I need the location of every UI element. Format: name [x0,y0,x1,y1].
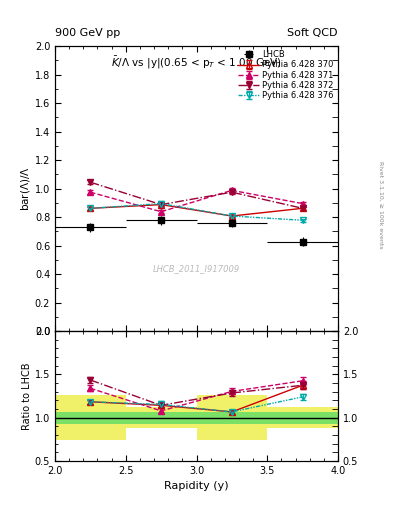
Y-axis label: bar($\Lambda$)/$\Lambda$: bar($\Lambda$)/$\Lambda$ [19,166,32,211]
Text: Soft QCD: Soft QCD [288,28,338,38]
X-axis label: Rapidity (y): Rapidity (y) [164,481,229,491]
Y-axis label: Ratio to LHCB: Ratio to LHCB [22,362,32,430]
Legend: LHCB, Pythia 6.428 370, Pythia 6.428 371, Pythia 6.428 372, Pythia 6.428 376: LHCB, Pythia 6.428 370, Pythia 6.428 371… [237,49,336,102]
Text: Rivet 3.1.10, ≥ 100k events: Rivet 3.1.10, ≥ 100k events [379,161,384,249]
Text: LHCB_2011_I917009: LHCB_2011_I917009 [153,264,240,273]
Text: 900 GeV pp: 900 GeV pp [55,28,120,38]
Text: $\bar{K}/\Lambda$ vs |y|(0.65 < p$_{T}$ < 1.00 GeV): $\bar{K}/\Lambda$ vs |y|(0.65 < p$_{T}$ … [111,55,282,71]
